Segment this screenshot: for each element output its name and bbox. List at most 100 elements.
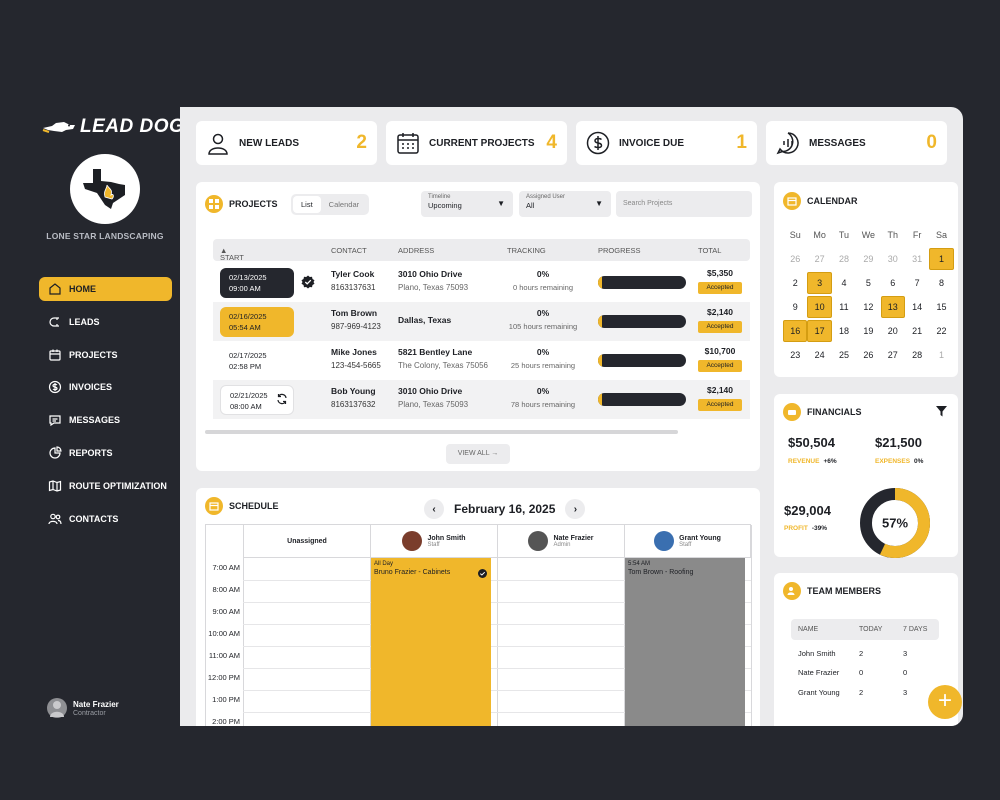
- assigned-user-filter[interactable]: Assigned User All ▼: [519, 191, 611, 217]
- calendar-day[interactable]: 6: [890, 278, 896, 288]
- calendar-day[interactable]: 29: [863, 254, 874, 264]
- revenue-label: REVENUE +6%: [788, 458, 837, 465]
- next-day-button[interactable]: ›: [565, 499, 586, 519]
- calendar-day[interactable]: 3: [807, 272, 832, 294]
- calendar-day[interactable]: 28: [838, 254, 849, 264]
- sidebar-item-home[interactable]: HOME: [39, 277, 172, 301]
- calendar-day[interactable]: 13: [880, 296, 905, 318]
- sidebar-item-projects[interactable]: PROJECTS: [39, 343, 172, 367]
- sidebar-item-route-optimization[interactable]: ROUTE OPTIMIZATION: [39, 474, 172, 498]
- contact-phone: 123-454-5665: [331, 361, 381, 370]
- table-row[interactable]: Grant Young 2 3: [798, 688, 908, 697]
- calendar-day[interactable]: 27: [814, 254, 825, 264]
- tracking-hours: 25 hours remaining: [510, 361, 576, 370]
- column-john-smith: John Smith Staff: [370, 525, 497, 558]
- col-start[interactable]: START ▲: [220, 246, 244, 262]
- calendar-day[interactable]: 19: [863, 326, 874, 336]
- date-navigator: ‹ February 16, 2025 ›: [424, 499, 586, 519]
- table-row[interactable]: 02/17/2025 02:58 PM Mike Jones 123-454-56…: [213, 341, 750, 380]
- calendar-day[interactable]: 5: [865, 278, 871, 288]
- sidebar-nav: HOME LEADS PROJECTS INVOICES MESSAGES RE…: [39, 277, 172, 539]
- calendar-day[interactable]: 8: [939, 278, 945, 288]
- sidebar-item-label: INVOICES: [69, 382, 113, 393]
- toggle-list[interactable]: List: [293, 196, 321, 213]
- filter-icon: ▼: [595, 199, 603, 208]
- tracking-percent: 0%: [536, 308, 550, 318]
- calendar-day[interactable]: 28: [912, 350, 923, 360]
- calendar-day[interactable]: 26: [863, 350, 874, 360]
- schedule-event[interactable]: 5:54 AM Tom Brown - Roofing: [625, 558, 745, 726]
- time-label: 2:00 PM: [212, 717, 240, 726]
- add-button[interactable]: +: [928, 685, 962, 719]
- calendar-day[interactable]: 25: [838, 350, 849, 360]
- horizontal-scrollbar[interactable]: [205, 430, 678, 434]
- sidebar-item-reports[interactable]: REPORTS: [39, 441, 172, 465]
- calendar-day[interactable]: 1: [939, 350, 945, 360]
- calendar-day[interactable]: 7: [914, 278, 920, 288]
- calendar-day[interactable]: 12: [863, 302, 874, 312]
- schedule-event[interactable]: All Day Bruno Frazier - Cabinets: [371, 558, 491, 726]
- timeline-filter[interactable]: Timeline Upcoming ▼: [421, 191, 513, 217]
- sidebar-item-messages[interactable]: MESSAGES: [39, 408, 172, 432]
- stat-new-leads[interactable]: NEW LEADS 2: [196, 121, 377, 165]
- status-badge: Accepted: [698, 360, 742, 372]
- expenses-label: EXPENSES 0%: [875, 458, 924, 465]
- calendar-day[interactable]: 15: [936, 302, 947, 312]
- sidebar-item-invoices[interactable]: INVOICES: [39, 375, 172, 399]
- filter-icon[interactable]: [936, 406, 947, 417]
- sidebar-item-contacts[interactable]: CONTACTS: [39, 507, 172, 531]
- view-all-button[interactable]: VIEW ALL →: [446, 444, 510, 464]
- table-row[interactable]: 02/13/2025 09:00 AM Tyler Cook 8163137631…: [213, 263, 750, 302]
- calendar-day[interactable]: 16: [783, 320, 808, 342]
- calendar-day[interactable]: 9: [792, 302, 798, 312]
- search-input[interactable]: Search Projects: [616, 191, 752, 217]
- calendar-day[interactable]: 20: [887, 326, 898, 336]
- donut-percent: 57%: [882, 516, 908, 531]
- calendar-day[interactable]: 24: [814, 350, 825, 360]
- avatar: [402, 531, 423, 551]
- calendar-day[interactable]: 18: [838, 326, 849, 336]
- stat-current-projects[interactable]: CURRENT PROJECTS 4: [386, 121, 567, 165]
- weekday-label: Sa: [936, 230, 948, 240]
- toggle-calendar[interactable]: Calendar: [328, 200, 360, 209]
- table-row[interactable]: Nate Frazier 0 0: [798, 668, 908, 677]
- calendar-day[interactable]: 14: [912, 302, 923, 312]
- stat-messages[interactable]: MESSAGES 0: [766, 121, 947, 165]
- address-line1: Dallas, Texas: [398, 315, 452, 325]
- calendar-day[interactable]: 31: [912, 254, 923, 264]
- stat-invoice-due[interactable]: INVOICE DUE 1: [576, 121, 757, 165]
- current-user[interactable]: Nate Frazier Contractor: [47, 698, 119, 718]
- user-avatar-icon: [50, 701, 64, 717]
- table-row[interactable]: 02/16/2025 05:54 AM Tom Brown 987-969-412…: [213, 302, 750, 341]
- time-label: 7:00 AM: [212, 563, 240, 572]
- calendar-icon: [783, 192, 801, 210]
- table-row[interactable]: John Smith 2 3: [798, 649, 908, 658]
- sidebar-item-leads[interactable]: LEADS: [39, 310, 172, 334]
- user-role: Contractor: [73, 709, 106, 717]
- col-progress: PROGRESS: [598, 246, 641, 255]
- calendar-day[interactable]: 26: [790, 254, 801, 264]
- calendar-day[interactable]: 23: [790, 350, 801, 360]
- calendar-day[interactable]: 1: [929, 248, 954, 270]
- calendar-icon: [49, 349, 61, 361]
- calendar-day[interactable]: 11: [839, 302, 849, 312]
- calendar-day[interactable]: 17: [807, 320, 832, 342]
- chat-icon: [776, 132, 799, 155]
- progress-bar: [598, 315, 686, 328]
- address-line1: 3010 Ohio Drive: [398, 386, 463, 396]
- calendar-day[interactable]: 22: [936, 326, 947, 336]
- stat-value: 1: [736, 132, 747, 153]
- calendar-day[interactable]: 21: [912, 326, 923, 336]
- calendar-day[interactable]: 27: [887, 350, 898, 360]
- calendar-day[interactable]: 2: [792, 278, 798, 288]
- schedule-grid: Unassigned John Smith Staff Nate Frazier A…: [205, 524, 752, 726]
- brand-logo[interactable]: LEAD DOG: [42, 116, 184, 138]
- weekday-label: We: [861, 230, 876, 240]
- calendar-day[interactable]: 4: [841, 278, 847, 288]
- status-badge: Accepted: [698, 399, 742, 411]
- calendar-day[interactable]: 30: [887, 254, 898, 264]
- texas-icon: [83, 169, 125, 209]
- prev-day-button[interactable]: ‹: [424, 499, 444, 519]
- calendar-day[interactable]: 10: [807, 296, 832, 318]
- table-row[interactable]: 02/21/2025 08:00 AM Bob Young 8163137632 …: [213, 380, 750, 419]
